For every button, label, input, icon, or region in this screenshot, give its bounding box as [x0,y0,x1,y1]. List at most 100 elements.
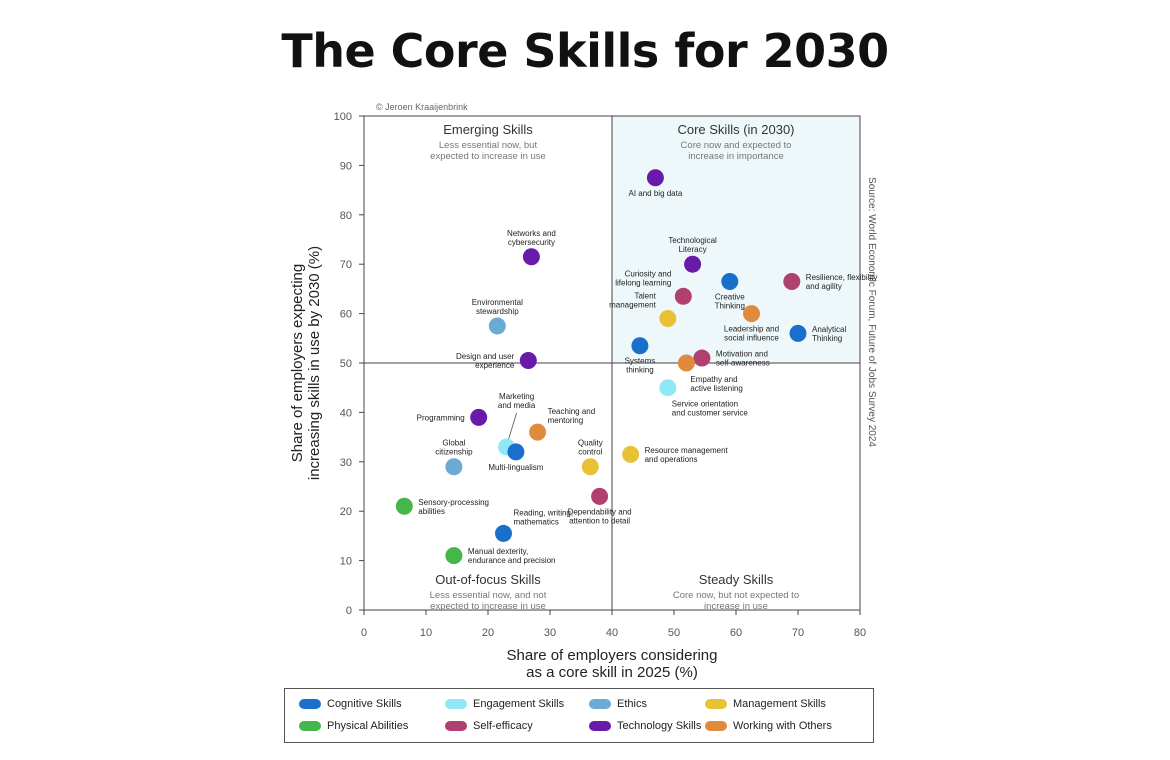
data-point [445,458,463,476]
data-point [522,248,540,266]
legend-item: Working with Others [705,720,832,732]
point-label: endurance and precision [468,556,556,565]
legend-swatch [299,699,321,710]
point-label: management [609,301,656,310]
point-label: abilities [418,507,445,516]
data-point [693,349,711,367]
data-point [495,524,512,542]
point-label: mathematics [514,517,559,526]
data-point [646,169,664,187]
y-tick-label: 60 [340,309,352,321]
point-label: AI and big data [628,189,682,198]
legend-item: Technology Skills [589,720,701,732]
point-label: stewardship [476,307,519,316]
legend-label: Physical Abilities [327,720,409,732]
quadrant-subtitle: Less essential now, and not [430,590,547,601]
data-point [470,408,488,426]
x-tick-label: 30 [544,627,556,639]
y-tick-label: 30 [340,457,352,469]
quadrant-subtitle: expected to increase in use [430,601,546,612]
point-label: and operations [645,455,698,464]
point-label: Reading, writing, [514,508,574,517]
data-point [445,547,463,565]
point-label: Literacy [679,245,707,254]
data-point [519,352,537,370]
point-label: Resource management [645,446,729,455]
y-tick-label: 90 [340,160,352,172]
legend-swatch [589,721,611,732]
legend-item: Physical Abilities [299,720,408,732]
point-label: Manual dexterity, [468,547,528,556]
x-axis-label: as a core skill in 2025 (%) [526,664,698,681]
point-label: Environmental [472,298,523,307]
point-label: Leadership and [724,325,779,334]
quadrant-subtitle: expected to increase in use [430,151,546,162]
data-point [674,287,692,305]
point-label: Analytical [812,325,846,334]
x-tick-label: 10 [420,627,432,639]
quadrant-title: Steady Skills [699,572,774,587]
point-label: and customer service [672,409,749,418]
legend-label: Self-efficacy [473,720,533,732]
x-tick-label: 20 [482,627,494,639]
data-point [721,272,739,290]
y-tick-label: 10 [340,556,352,568]
legend-item: Cognitive Skills [299,698,402,710]
point-label: lifelong learning [615,278,671,287]
x-tick-label: 60 [730,627,742,639]
data-point [591,487,609,505]
point-label: Sensory-processing [418,498,489,507]
point-label: experience [475,361,515,370]
point-label: Design and user [456,352,515,361]
point-label: Networks and [507,229,556,238]
credit-text: © Jeroen Kraaijenbrink [376,102,468,112]
point-label: Global [442,439,465,448]
quadrant-subtitle: increase in importance [688,151,784,162]
point-label: self-awareness [716,359,770,368]
point-label: Multi-lingualism [488,463,543,472]
point-label: social influence [724,334,779,343]
legend: Cognitive Skills Engagement Skills Ethics M… [284,688,874,743]
quadrant-title: Emerging Skills [443,122,533,137]
data-point [659,379,677,397]
point-label: Thinking [812,334,842,343]
data-point [783,272,801,290]
legend-label: Working with Others [733,720,832,732]
x-tick-label: 50 [668,627,680,639]
y-tick-label: 50 [340,358,352,370]
data-point [529,423,547,441]
point-label: Empathy and [690,375,737,384]
quadrant-title: Out-of-focus Skills [435,572,541,587]
chart-title: The Core Skills for 2030 [281,24,889,78]
point-label: control [578,448,602,457]
legend-label: Ethics [617,698,647,710]
point-label: and media [498,401,536,410]
point-label: Dependability and [568,507,632,516]
x-tick-label: 40 [606,627,618,639]
x-axis-label: Share of employers considering [507,647,718,664]
data-point [488,317,506,335]
point-label: thinking [626,366,654,375]
data-point [789,324,807,342]
source-text: Source: World Economic Forum, Future of … [866,177,877,447]
point-label: Creative [715,292,745,301]
y-tick-label: 80 [340,210,352,222]
legend-label: Engagement Skills [473,698,565,710]
x-tick-label: 70 [792,627,804,639]
legend-swatch [445,721,467,732]
point-label: Systems [625,357,656,366]
legend-label: Technology Skills [617,720,702,732]
y-axis-label: Share of employers expecting [289,264,306,462]
point-label: Curiosity and [625,269,672,278]
y-tick-label: 40 [340,407,352,419]
legend-item: Management Skills [705,698,826,710]
point-label: citizenship [435,448,473,457]
point-label: cybersecurity [508,238,555,247]
legend-swatch [589,699,611,710]
quadrant-subtitle: Core now, but not expected to [673,590,799,601]
y-tick-label: 0 [346,605,352,617]
point-label: Service orientation [672,400,738,409]
point-label: Technological [668,236,717,245]
legend-label: Cognitive Skills [327,698,402,710]
point-label: and agility [806,282,842,291]
